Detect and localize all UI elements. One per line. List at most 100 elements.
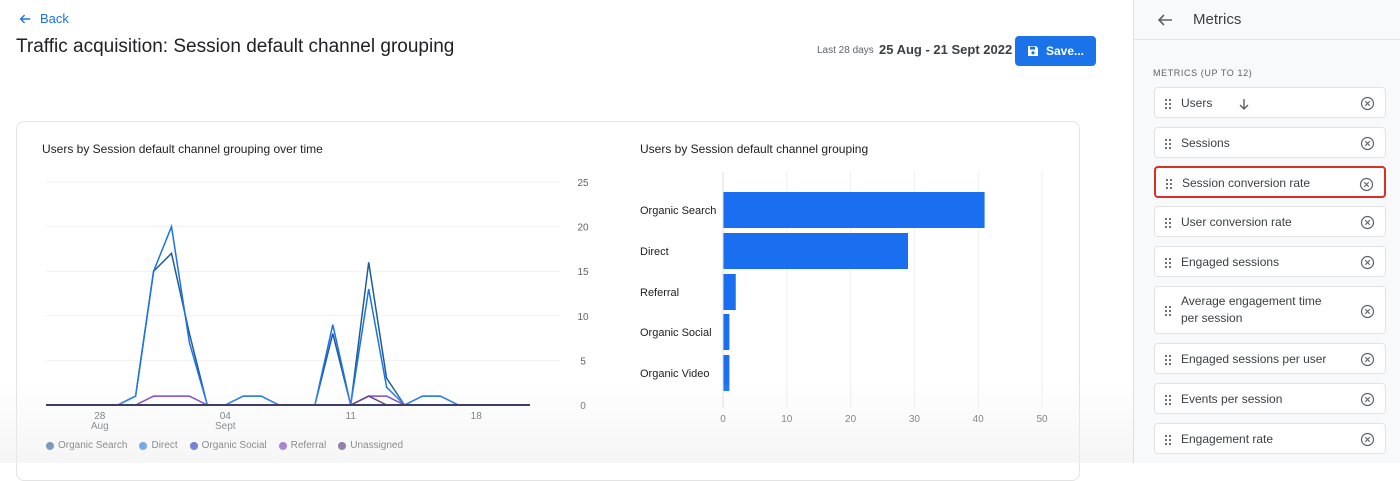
- metric-row[interactable]: Events per session: [1154, 383, 1386, 414]
- bar-chart-title: Users by Session default channel groupin…: [640, 142, 869, 156]
- legend-item[interactable]: Organic Search: [46, 440, 127, 451]
- category-label: Referral: [640, 287, 679, 299]
- date-range[interactable]: 25 Aug - 21 Sept 2022: [879, 42, 1013, 57]
- drag-handle-icon[interactable]: [1164, 138, 1172, 150]
- y-tick-label: 0: [580, 401, 586, 412]
- save-button[interactable]: Save...: [1015, 36, 1096, 66]
- metric-label: Events per session: [1181, 391, 1283, 406]
- back-label: Back: [40, 11, 69, 26]
- date-range-prefix[interactable]: Last 28 days: [817, 45, 874, 56]
- y-tick-label: 20: [577, 223, 589, 234]
- legend-dot: [139, 441, 148, 450]
- drag-handle-icon[interactable]: [1164, 394, 1172, 406]
- category-label: Organic Video: [640, 368, 710, 380]
- bar[interactable]: [723, 355, 730, 391]
- drag-handle-icon[interactable]: [1164, 305, 1172, 317]
- drag-handle-icon[interactable]: [1164, 434, 1172, 446]
- remove-metric-icon[interactable]: [1360, 304, 1375, 319]
- drag-handle-icon[interactable]: [1164, 98, 1172, 110]
- metric-row[interactable]: Session conversion rate: [1154, 166, 1386, 198]
- x-tick-label: 11: [346, 411, 357, 422]
- line-chart-title: Users by Session default channel groupin…: [42, 142, 323, 156]
- metric-label: User conversion rate: [1181, 214, 1292, 229]
- x-tick-label: 10: [781, 414, 793, 425]
- category-label: Organic Social: [640, 327, 712, 339]
- arrow-left-icon: [19, 14, 31, 23]
- metric-label: Engaged sessions per user: [1181, 351, 1327, 366]
- x-tick-label: 30: [909, 414, 921, 425]
- legend-label: Organic Search: [58, 440, 128, 451]
- x-tick-label: 40: [973, 414, 985, 425]
- drag-handle-icon[interactable]: [1164, 257, 1172, 269]
- line-chart-legend: Organic Search Direct Organic Social Referr…: [46, 440, 403, 451]
- metric-label: Average engagement time per session: [1181, 294, 1322, 325]
- remove-metric-icon[interactable]: [1359, 177, 1374, 192]
- series-line: [46, 395, 530, 406]
- metrics-panel: Metrics METRICS (UP TO 12) Users Sessions…: [1133, 0, 1400, 463]
- metric-row[interactable]: Engaged sessions per user: [1154, 343, 1386, 374]
- save-label: Save...: [1045, 44, 1085, 58]
- remove-metric-icon[interactable]: [1360, 215, 1375, 230]
- y-tick-label: 10: [577, 312, 589, 323]
- x-tick-label: 18: [471, 411, 483, 422]
- metric-row[interactable]: User conversion rate: [1154, 206, 1386, 237]
- bar[interactable]: [723, 314, 730, 350]
- x-tick-label: 0: [720, 414, 726, 425]
- legend-dot: [338, 441, 347, 450]
- metric-row[interactable]: Users: [1154, 87, 1386, 118]
- x-tick-label: 50: [1036, 414, 1048, 425]
- legend-label: Unassigned: [350, 440, 404, 451]
- metric-label: Users: [1181, 95, 1213, 110]
- legend-item[interactable]: Organic Social: [189, 440, 267, 451]
- remove-metric-icon[interactable]: [1360, 392, 1375, 407]
- bar-chart[interactable]: 0 10 20 30 40 50 Organic Search Direct Referral O…: [620, 160, 1080, 435]
- remove-metric-icon[interactable]: [1360, 432, 1375, 447]
- legend-dot: [278, 441, 287, 450]
- x-tick-label: 20: [845, 414, 857, 425]
- drag-handle-icon[interactable]: [1164, 217, 1172, 229]
- metric-label: Sessions: [1181, 135, 1230, 150]
- x-tick-month: Sept: [215, 421, 236, 432]
- back-link[interactable]: Back: [18, 11, 69, 26]
- metric-row[interactable]: Average engagement time per session: [1154, 286, 1386, 334]
- legend-item[interactable]: Referral: [278, 440, 327, 451]
- legend-item[interactable]: Unassigned: [338, 440, 403, 451]
- category-label: Organic Search: [640, 205, 716, 217]
- x-tick-month: Aug: [91, 421, 109, 432]
- metric-label: Engaged sessions: [1181, 254, 1280, 269]
- panel-title: Metrics: [1193, 11, 1242, 28]
- bar[interactable]: [723, 192, 985, 228]
- drag-handle-icon[interactable]: [1164, 354, 1172, 366]
- remove-metric-icon[interactable]: [1360, 96, 1375, 111]
- report-main: Back Traffic acquisition: Session defaul…: [0, 11, 1133, 481]
- metrics-section-label: METRICS (UP TO 12): [1153, 68, 1253, 78]
- remove-metric-icon[interactable]: [1360, 255, 1375, 270]
- page-title: Traffic acquisition: Session default cha…: [16, 36, 455, 57]
- y-tick-label: 5: [580, 356, 586, 367]
- remove-metric-icon[interactable]: [1360, 136, 1375, 151]
- bar[interactable]: [723, 274, 736, 310]
- series-line: [46, 251, 530, 406]
- metric-label: Session conversion rate: [1182, 176, 1311, 190]
- metric-label: Engagement rate: [1181, 431, 1274, 446]
- remove-metric-icon[interactable]: [1360, 352, 1375, 367]
- sort-descending-icon[interactable]: [1238, 98, 1250, 110]
- legend-label: Organic Social: [201, 440, 267, 451]
- save-icon: [1027, 46, 1038, 56]
- metric-row[interactable]: Engaged sessions: [1154, 246, 1386, 277]
- legend-item[interactable]: Direct: [139, 440, 178, 451]
- panel-header: Metrics: [1134, 0, 1400, 40]
- metric-row[interactable]: Engagement rate: [1154, 423, 1386, 454]
- y-tick-label: 25: [577, 178, 589, 189]
- legend-dot: [189, 441, 198, 450]
- y-tick-label: 15: [577, 267, 589, 278]
- legend-label: Direct: [151, 440, 178, 451]
- bar[interactable]: [723, 233, 909, 269]
- metric-row[interactable]: Sessions: [1154, 127, 1386, 158]
- series-line: [46, 395, 530, 406]
- drag-handle-icon[interactable]: [1165, 178, 1173, 190]
- arrow-left-icon[interactable]: [1156, 11, 1174, 29]
- legend-label: Referral: [290, 440, 327, 451]
- category-label: Direct: [640, 246, 669, 258]
